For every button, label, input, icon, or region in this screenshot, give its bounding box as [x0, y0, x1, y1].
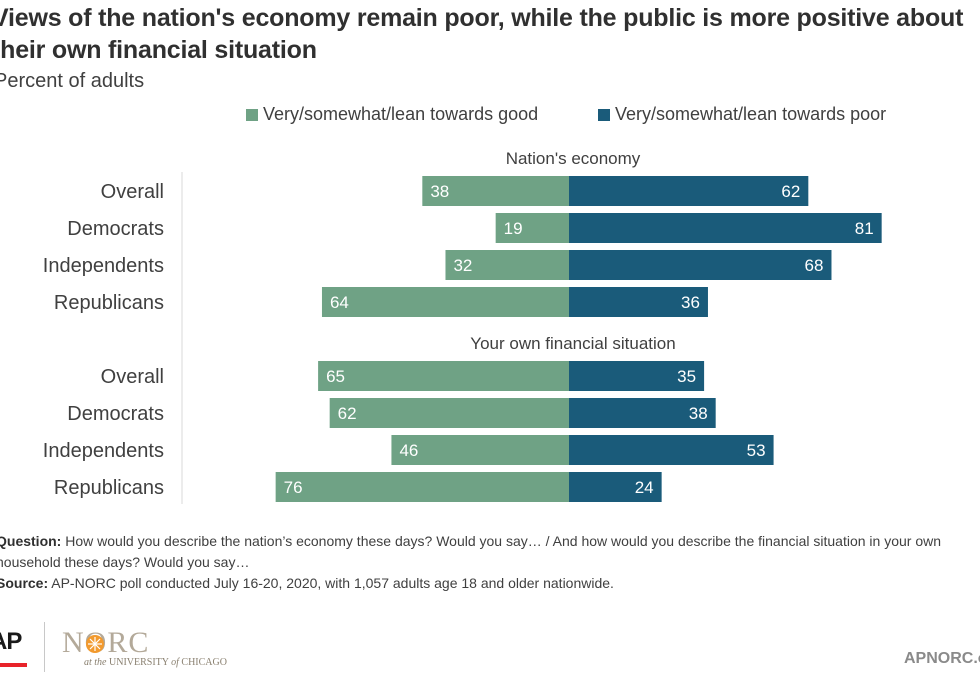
bar-poor — [569, 472, 662, 502]
category-label: Overall — [101, 181, 164, 203]
question-label: Question: — [0, 533, 62, 549]
group-label: Nation's economy — [506, 149, 641, 168]
chart-subtitle: Percent of adults — [0, 70, 145, 92]
bar-poor — [569, 250, 832, 280]
data-label-poor: 35 — [677, 367, 696, 386]
ap-logo-bar — [0, 663, 27, 667]
data-label-good: 62 — [338, 404, 357, 423]
data-label-good: 38 — [430, 182, 449, 201]
data-label-poor: 36 — [681, 293, 700, 312]
legend-swatch-poor — [598, 108, 610, 121]
data-label-good: 64 — [330, 293, 349, 312]
data-label-good: 46 — [399, 441, 418, 460]
chart-title-line-1: Views of the nation's economy remain poo… — [0, 4, 964, 32]
data-label-good: 76 — [284, 478, 303, 497]
legend-label-good: Very/somewhat/lean towards good — [263, 104, 539, 124]
legend-item-poor: Very/somewhat/lean towards poor — [598, 104, 886, 125]
data-label-good: 65 — [326, 367, 345, 386]
ap-logo: AP — [0, 628, 22, 655]
footer-divider — [44, 622, 45, 672]
bar-good — [445, 250, 569, 280]
category-label: Republicans — [54, 292, 164, 314]
data-label-good: 19 — [504, 219, 523, 238]
question-note: Question: How would you describe the nat… — [0, 531, 980, 552]
bar-poor — [569, 213, 882, 243]
chart-legend: Very/somewhat/lean towards good Very/som… — [0, 104, 980, 128]
legend-item-good: Very/somewhat/lean towards good — [246, 104, 538, 125]
category-label: Republicans — [54, 477, 164, 499]
category-label: Overall — [101, 366, 164, 388]
legend-swatch-good — [246, 108, 258, 121]
category-label: Independents — [43, 255, 164, 277]
bar-poor — [569, 435, 774, 465]
bar-good — [391, 435, 569, 465]
bar-good — [318, 361, 569, 391]
bar-good — [495, 213, 569, 243]
bar-poor — [569, 176, 809, 206]
data-label-poor: 62 — [781, 182, 800, 201]
legend-label-poor: Very/somewhat/lean towards poor — [615, 104, 887, 124]
bar-good — [321, 287, 569, 317]
bar-good — [275, 472, 569, 502]
norc-sun-icon — [86, 635, 104, 653]
data-label-poor: 24 — [635, 478, 654, 497]
norc-logo-subtitle: at the UNIVERSITY of CHICAGO — [84, 657, 227, 668]
bar-poor — [569, 361, 705, 391]
category-label: Independents — [43, 440, 164, 462]
question-note-cont: household these days? Would you say… — [0, 554, 250, 570]
data-label-poor: 38 — [689, 404, 708, 423]
norc-logo-text: NORC — [62, 626, 150, 659]
group-label: Your own financial situation — [470, 334, 675, 353]
data-label-poor: 53 — [747, 441, 766, 460]
source-note: Source: AP-NORC poll conducted July 16-2… — [0, 573, 980, 594]
bar-good — [422, 176, 569, 206]
data-label-poor: 81 — [855, 219, 874, 238]
chart-title: Views of the nation's economy remain poo… — [0, 2, 980, 66]
data-label-poor: 68 — [805, 256, 824, 275]
bar-poor — [569, 287, 708, 317]
chart-notes: Question: How would you describe the nat… — [0, 531, 980, 594]
source-label: Source: — [0, 575, 49, 591]
category-label: Democrats — [67, 403, 164, 425]
site-url: APNORC.org — [904, 650, 980, 667]
bar-poor — [569, 398, 716, 428]
category-label: Democrats — [67, 218, 164, 240]
source-text: AP-NORC poll conducted July 16-20, 2020,… — [51, 575, 614, 591]
chart-title-line-2: their own financial situation — [0, 36, 317, 64]
data-label-good: 32 — [453, 256, 472, 275]
question-text-1: How would you describe the nation’s econ… — [65, 533, 941, 549]
bar-good — [329, 398, 569, 428]
